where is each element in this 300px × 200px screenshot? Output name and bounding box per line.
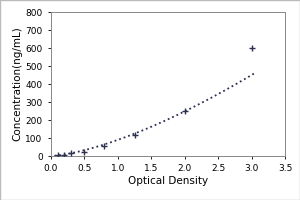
X-axis label: Optical Density: Optical Density <box>128 176 208 186</box>
Y-axis label: Concentration(ng/mL): Concentration(ng/mL) <box>13 27 22 141</box>
